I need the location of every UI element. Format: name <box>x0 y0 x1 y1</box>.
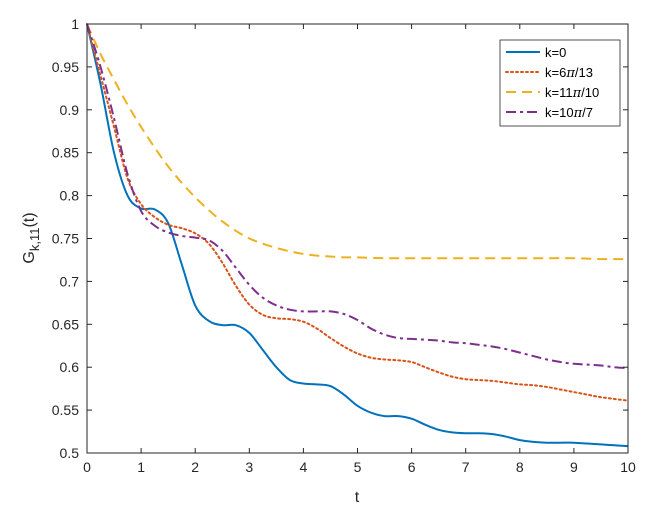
legend-label-3: k=11π/10 <box>545 85 599 101</box>
plot-series <box>86 23 629 448</box>
x-tick-label: 9 <box>570 459 578 475</box>
x-tick-label: 10 <box>620 459 636 475</box>
x-tick-label: 8 <box>516 459 524 475</box>
y-tick-label: 0.9 <box>60 102 80 118</box>
legend-label-prefix: k= <box>545 45 559 60</box>
legend-label-pi: π <box>565 66 575 81</box>
series-line-1 <box>86 23 629 448</box>
x-axis-label: t <box>355 489 360 506</box>
x-tick-label: 2 <box>191 459 199 475</box>
legend-label-prefix: k=10 <box>545 105 574 120</box>
y-tick-label: 0.5 <box>60 445 80 461</box>
y-axis-ticks: 0.5 0.55 0.6 0.65 0.7 0.75 0.8 0.85 0.9 0.95 1 <box>52 16 628 461</box>
legend-label-1: k=0 <box>545 45 566 60</box>
x-tick-label: 4 <box>300 459 308 475</box>
y-tick-label: 0.8 <box>60 188 80 204</box>
legend-label-tail: /13 <box>575 65 593 80</box>
x-tick-label: 1 <box>137 459 145 475</box>
y-axis-label-main: G <box>21 251 38 263</box>
series-line-2 <box>86 23 629 402</box>
y-tick-label: 0.6 <box>60 359 80 375</box>
legend-label-prefix: k=6 <box>545 65 566 80</box>
y-axis-label-subscript: k,11 <box>27 228 42 252</box>
legend-label-tail: /10 <box>581 85 599 100</box>
x-tick-label: 5 <box>354 459 362 475</box>
y-tick-label: 1 <box>71 16 79 32</box>
legend-label-pi: π <box>572 86 582 101</box>
y-tick-label: 0.75 <box>52 231 79 247</box>
x-tick-label: 3 <box>245 459 253 475</box>
legend-label-pi: π <box>573 106 583 121</box>
legend-label-prefix: k=11 <box>545 85 573 100</box>
x-tick-label: 7 <box>462 459 470 475</box>
series-line-4 <box>86 23 629 370</box>
legend-label-value: 0 <box>559 45 566 60</box>
y-tick-label: 0.85 <box>52 145 79 161</box>
y-axis-label: Gk,11(t) <box>21 212 42 263</box>
y-tick-label: 0.7 <box>60 273 80 289</box>
x-tick-label: 6 <box>408 459 416 475</box>
y-tick-label: 0.65 <box>52 316 79 332</box>
series-line-3 <box>86 23 629 261</box>
legend-label-2: k=6π/13 <box>545 65 593 81</box>
y-axis-label-suffix: (t) <box>21 212 38 227</box>
x-tick-label: 0 <box>83 459 91 475</box>
y-tick-label: 0.95 <box>52 59 79 75</box>
y-tick-label: 0.55 <box>52 402 79 418</box>
legend: k=0k=6π/13k=11π/10k=10π/7 <box>499 39 621 127</box>
legend-label-4: k=10π/7 <box>545 105 593 121</box>
legend-label-tail: /7 <box>582 105 593 120</box>
x-axis-ticks: 0 1 2 3 4 5 6 7 8 9 10 <box>83 24 636 475</box>
